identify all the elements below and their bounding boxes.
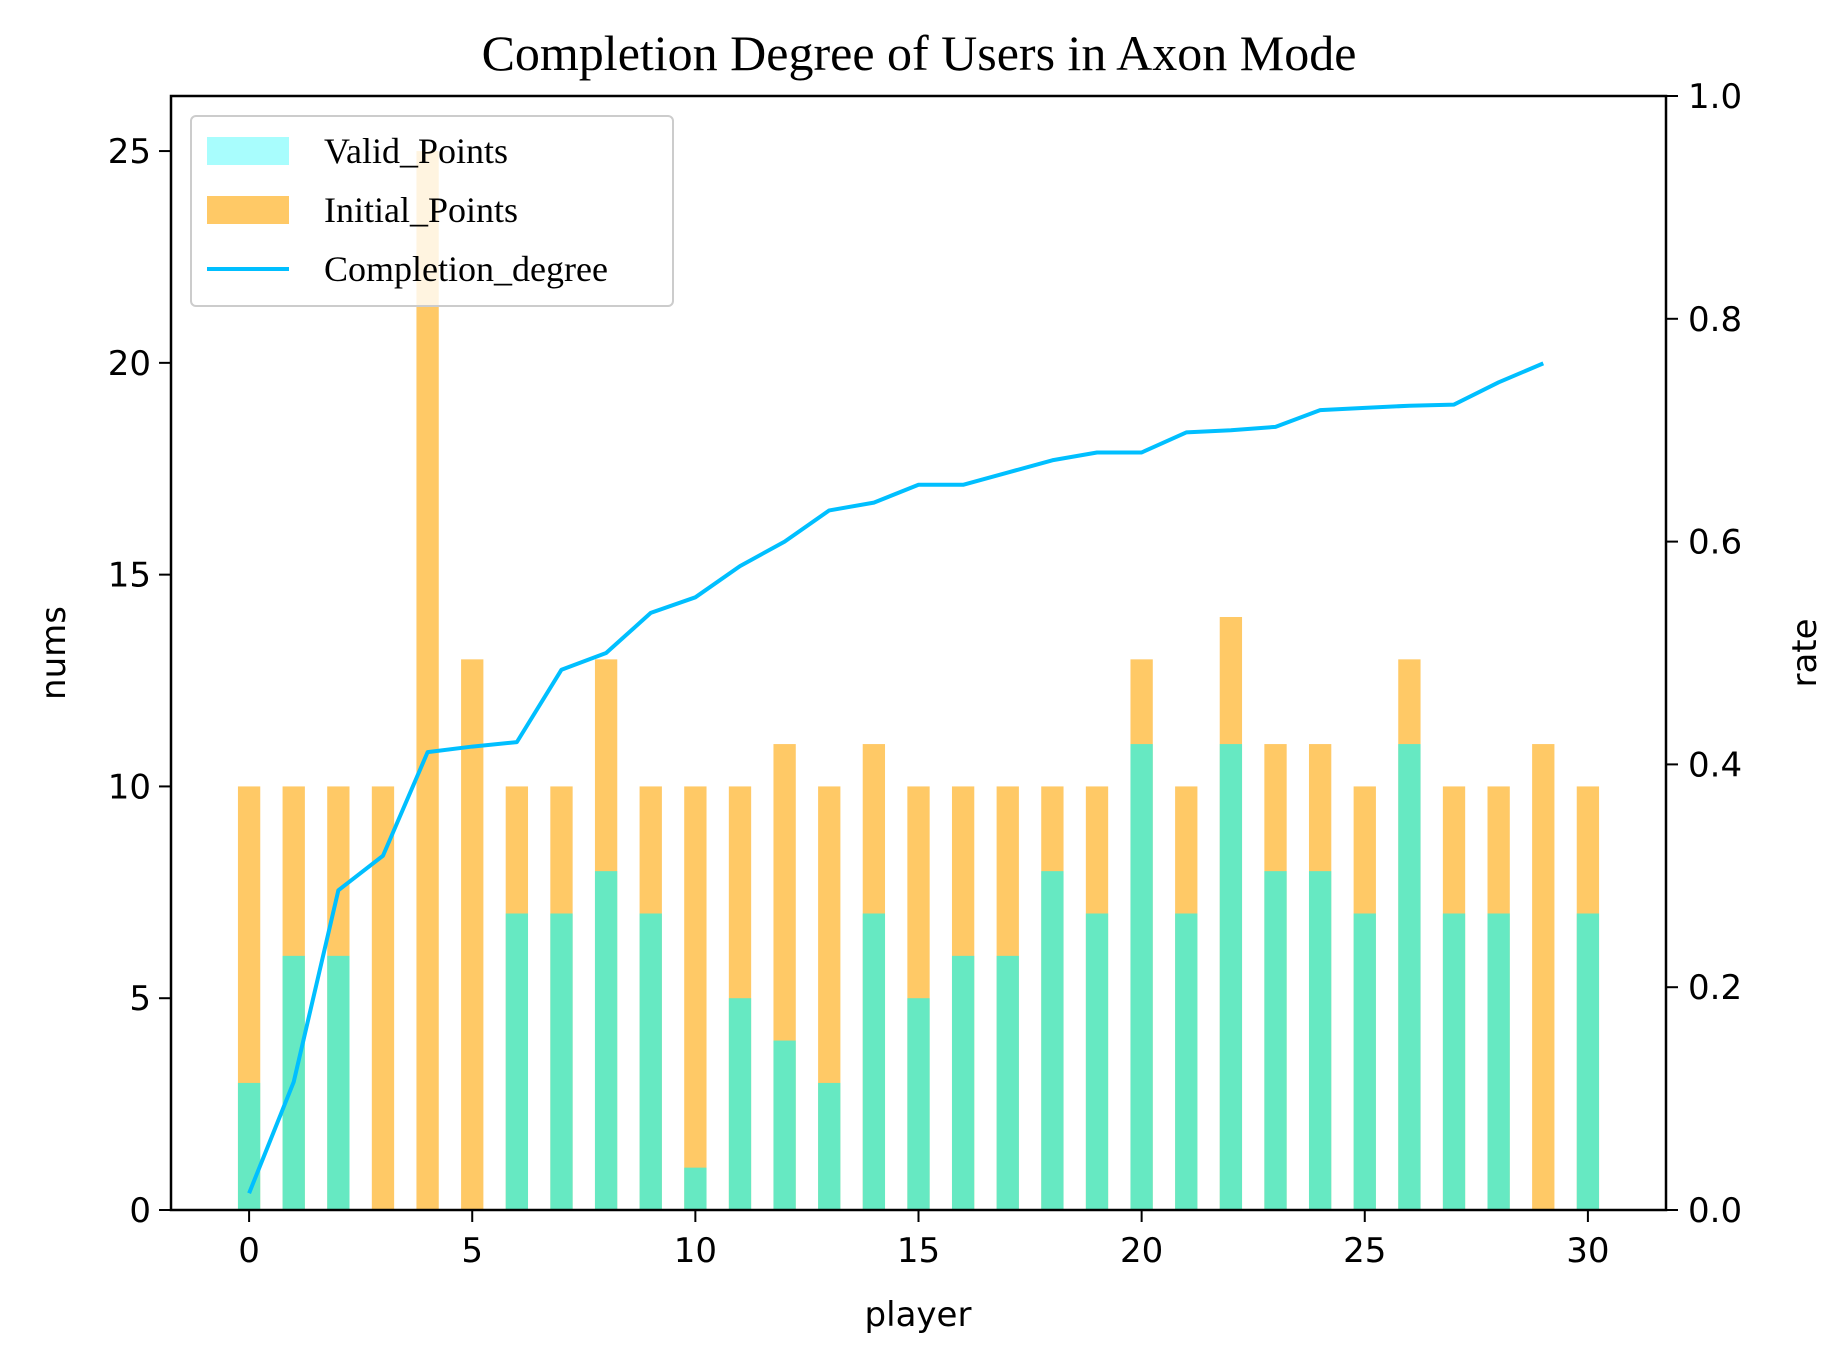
- y2-tick-label: 0.4: [1688, 745, 1742, 785]
- y-tick-label: 25: [108, 132, 151, 172]
- x-tick-label: 30: [1566, 1231, 1609, 1271]
- x-tick-label: 15: [897, 1231, 940, 1271]
- bar-valid-points-20: [1130, 744, 1153, 1210]
- legend-label-initial-points: Initial_Points: [324, 190, 518, 230]
- bar-valid-points-27: [1442, 913, 1466, 1210]
- x-tick-label: 20: [1120, 1231, 1163, 1271]
- bar-valid-points-8: [594, 871, 618, 1210]
- bar-valid-points-2: [327, 955, 350, 1210]
- bar-valid-points-15: [907, 998, 930, 1210]
- legend-label-valid-points: Valid_Points: [324, 131, 508, 171]
- bar-valid-points-6: [505, 913, 529, 1210]
- bar-valid-points-17: [996, 955, 1019, 1210]
- bar-valid-points-21: [1175, 913, 1198, 1210]
- bar-valid-points-25: [1353, 913, 1376, 1210]
- bar-valid-points-12: [773, 1040, 796, 1210]
- bar-valid-points-26: [1398, 744, 1421, 1210]
- x-axis: 0 5 10 15 20 25 30: [238, 1210, 1610, 1271]
- y2-tick-label: 0.0: [1688, 1191, 1742, 1231]
- x-tick-label: 0: [238, 1231, 260, 1271]
- bar-valid-points-9: [639, 913, 662, 1210]
- bar-valid-points-28: [1487, 913, 1510, 1210]
- y-tick-label: 0: [129, 1191, 151, 1231]
- chart-title: Completion Degree of Users in Axon Mode: [482, 25, 1357, 81]
- y-tick-label: 10: [108, 767, 151, 807]
- bar-valid-points-23: [1264, 871, 1287, 1210]
- bar-valid-points-19: [1085, 913, 1109, 1210]
- x-tick-label: 10: [674, 1231, 717, 1271]
- legend-swatch-valid-points: [207, 137, 289, 165]
- y-axis-right: 0.0 0.2 0.4 0.6 0.8 1.0: [1666, 77, 1742, 1231]
- bar-initial-points-5: [461, 659, 484, 1210]
- bar-initial-points-10: [684, 786, 707, 1210]
- bar-valid-points-14: [862, 913, 886, 1210]
- bar-valid-points-22: [1219, 744, 1243, 1210]
- legend-box: [190, 115, 674, 307]
- y2-tick-label: 1.0: [1688, 77, 1742, 117]
- y2-tick-label: 0.6: [1688, 523, 1742, 563]
- bar-valid-points-18: [1041, 871, 1064, 1210]
- bar-valid-points-24: [1308, 871, 1332, 1210]
- bar-valid-points-7: [550, 913, 573, 1210]
- legend-swatch-initial-points: [207, 196, 289, 224]
- y-tick-label: 5: [129, 979, 151, 1019]
- bar-initial-points-29: [1532, 744, 1555, 1210]
- x-axis-label: player: [865, 1295, 972, 1335]
- legend: Valid_Points Initial_Points Completion_deg…: [190, 115, 674, 307]
- bar-valid-points-13: [818, 1082, 841, 1210]
- bar-valid-points-16: [951, 955, 975, 1210]
- y-axis-left: 0 5 10 15 20 25: [108, 132, 171, 1231]
- y-tick-label: 15: [108, 556, 151, 596]
- bar-initial-points-4: [416, 151, 439, 1210]
- bars-layer: [237, 151, 1600, 1210]
- x-tick-label: 5: [461, 1231, 483, 1271]
- y2-tick-label: 0.2: [1688, 968, 1742, 1008]
- x-tick-label: 25: [1343, 1231, 1386, 1271]
- line-completion-degree: [247, 361, 1545, 1195]
- y-axis-label: nums: [34, 606, 74, 700]
- y-tick-label: 20: [108, 344, 151, 384]
- bar-initial-points-3: [371, 786, 395, 1210]
- bar-valid-points-11: [728, 998, 752, 1210]
- y2-tick-label: 0.8: [1688, 300, 1742, 340]
- bar-valid-points-30: [1576, 913, 1600, 1210]
- bar-valid-points-10: [684, 1167, 707, 1210]
- legend-label-completion-degree: Completion_degree: [324, 249, 608, 289]
- line-layer: [247, 361, 1545, 1195]
- y2-axis-label: rate: [1785, 618, 1825, 687]
